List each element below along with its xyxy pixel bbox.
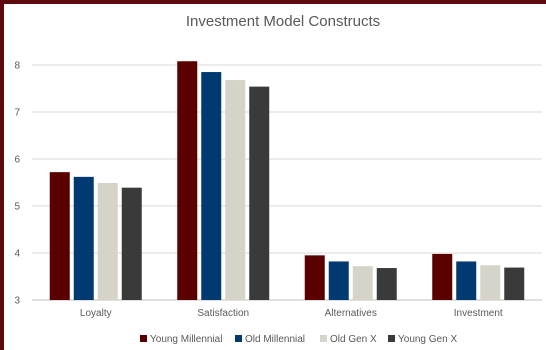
- legend-swatch: [235, 335, 242, 342]
- bar-old-gen-x-alternatives: [352, 266, 373, 300]
- y-tick-label: 4: [14, 249, 20, 260]
- legend-swatch: [140, 335, 147, 342]
- chart-frame: Investment Model Constructs 3 4 5 6 7 8 Loyal…: [4, 4, 546, 350]
- y-tick-label: 7: [14, 108, 20, 119]
- legend-label: Young Millennial: [150, 334, 222, 345]
- category-label: Loyalty: [80, 308, 112, 319]
- legend-swatch: [320, 335, 327, 342]
- y-axis-ticks: 3 4 5 6 7 8: [14, 61, 20, 307]
- bars: [49, 61, 525, 301]
- bar-young-gen-x-alternatives: [376, 268, 397, 300]
- bar-old-millennial-alternatives: [328, 261, 349, 300]
- bar-old-millennial-loyalty: [73, 176, 94, 300]
- legend-label: Old Gen X: [330, 334, 377, 345]
- category-label: Alternatives: [325, 308, 377, 319]
- bar-young-millennial-alternatives: [304, 255, 325, 300]
- bar-young-millennial-satisfaction: [177, 61, 198, 300]
- bar-chart: Investment Model Constructs 3 4 5 6 7 8 Loyal…: [14, 13, 542, 345]
- legend-label: Young Gen X: [398, 334, 457, 345]
- category-label: Investment: [454, 308, 503, 319]
- bar-old-gen-x-investment: [480, 265, 501, 300]
- bar-old-gen-x-loyalty: [97, 182, 118, 300]
- bar-young-millennial-investment: [432, 253, 453, 300]
- legend-label: Old Millennial: [245, 334, 305, 345]
- x-axis-categories: Loyalty Satisfaction Alternatives Investmen…: [80, 308, 503, 319]
- bar-young-gen-x-satisfaction: [249, 86, 270, 301]
- y-tick-label: 8: [14, 61, 20, 72]
- y-tick-label: 3: [14, 296, 20, 307]
- y-tick-label: 6: [14, 155, 20, 166]
- chart-title: Investment Model Constructs: [186, 13, 380, 30]
- bar-old-gen-x-satisfaction: [225, 80, 246, 300]
- bar-old-millennial-investment: [456, 261, 477, 300]
- bar-young-gen-x-loyalty: [121, 187, 142, 300]
- legend: Young Millennial Old Millennial Old Gen X Y…: [140, 334, 457, 345]
- category-label: Satisfaction: [197, 308, 249, 319]
- y-tick-label: 5: [14, 202, 20, 213]
- bar-old-millennial-satisfaction: [201, 72, 222, 300]
- bar-young-millennial-loyalty: [49, 172, 70, 300]
- legend-swatch: [388, 335, 395, 342]
- bar-young-gen-x-investment: [504, 267, 525, 300]
